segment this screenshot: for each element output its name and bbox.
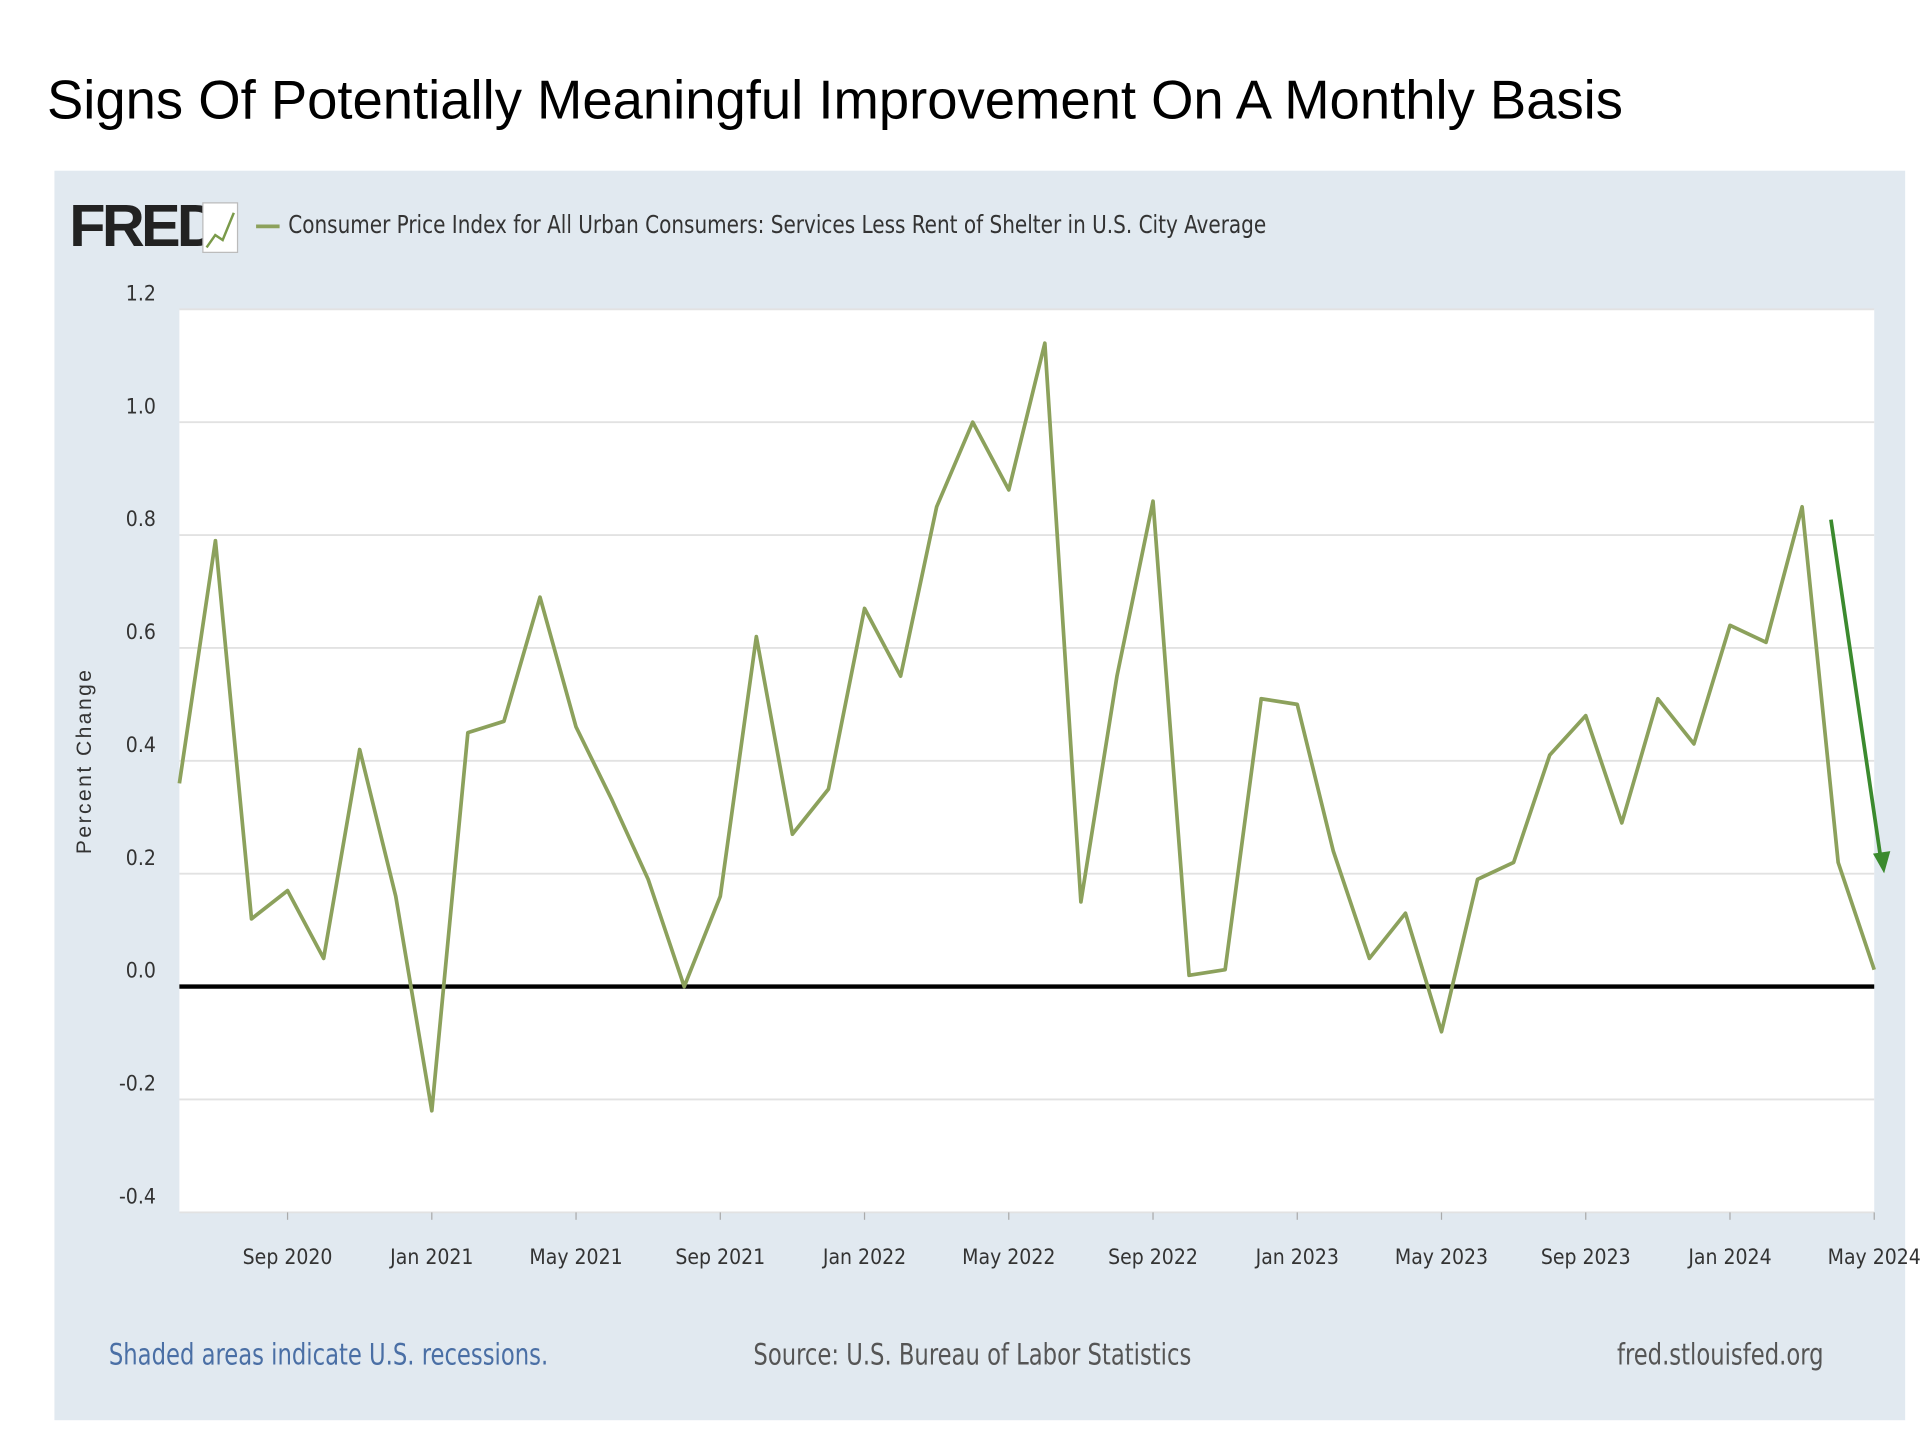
y-tick-label: 0.8 [126, 506, 156, 531]
y-tick-label: 0.2 [126, 845, 156, 870]
x-tick-label: May 2024 [1828, 1244, 1920, 1269]
y-tick-label: 0.4 [126, 732, 156, 757]
x-tick-label: Jan 2023 [1255, 1244, 1339, 1269]
data [177, 341, 1876, 1113]
y-tick-label: 0.6 [126, 619, 156, 644]
x-tick-label: Sep 2022 [1108, 1244, 1198, 1269]
x-tick-label: Jan 2024 [1687, 1244, 1771, 1269]
page-title: Signs Of Potentially Meaningful Improvem… [47, 69, 1623, 130]
y-tick-label: -0.2 [119, 1071, 156, 1096]
grid [179, 308, 1875, 1214]
x-tick-label: Jan 2021 [389, 1244, 473, 1269]
y-tick-label: 1.2 [126, 280, 156, 305]
x-tick-label: Sep 2023 [1541, 1244, 1631, 1269]
footer-note: Shaded areas indicate U.S. recessions. [109, 1338, 548, 1372]
series-line [177, 341, 1876, 1113]
x-tick-label: Jan 2022 [822, 1244, 906, 1269]
x-tick-label: Sep 2020 [243, 1244, 333, 1269]
site-note: fred.stlouisfed.org [1617, 1338, 1824, 1372]
y-tick-label: 1.0 [126, 393, 156, 418]
logo-icon [202, 202, 239, 253]
x-tick-label: May 2022 [962, 1244, 1055, 1269]
x-tick-label: Sep 2021 [675, 1244, 765, 1269]
y-tick-label: 0.0 [126, 958, 156, 983]
x-tick-label: May 2021 [529, 1244, 622, 1269]
annotation-arrow [1829, 519, 1891, 874]
logo: FRED [69, 192, 218, 259]
legend-label: Consumer Price Index for All Urban Consu… [288, 210, 1266, 239]
y-tick-label: -0.4 [119, 1184, 156, 1209]
y-axis-label: Percent Change [73, 668, 96, 855]
x-tick-label: May 2023 [1395, 1244, 1488, 1269]
source-note: Source: U.S. Bureau of Labor Statistics [753, 1338, 1191, 1372]
